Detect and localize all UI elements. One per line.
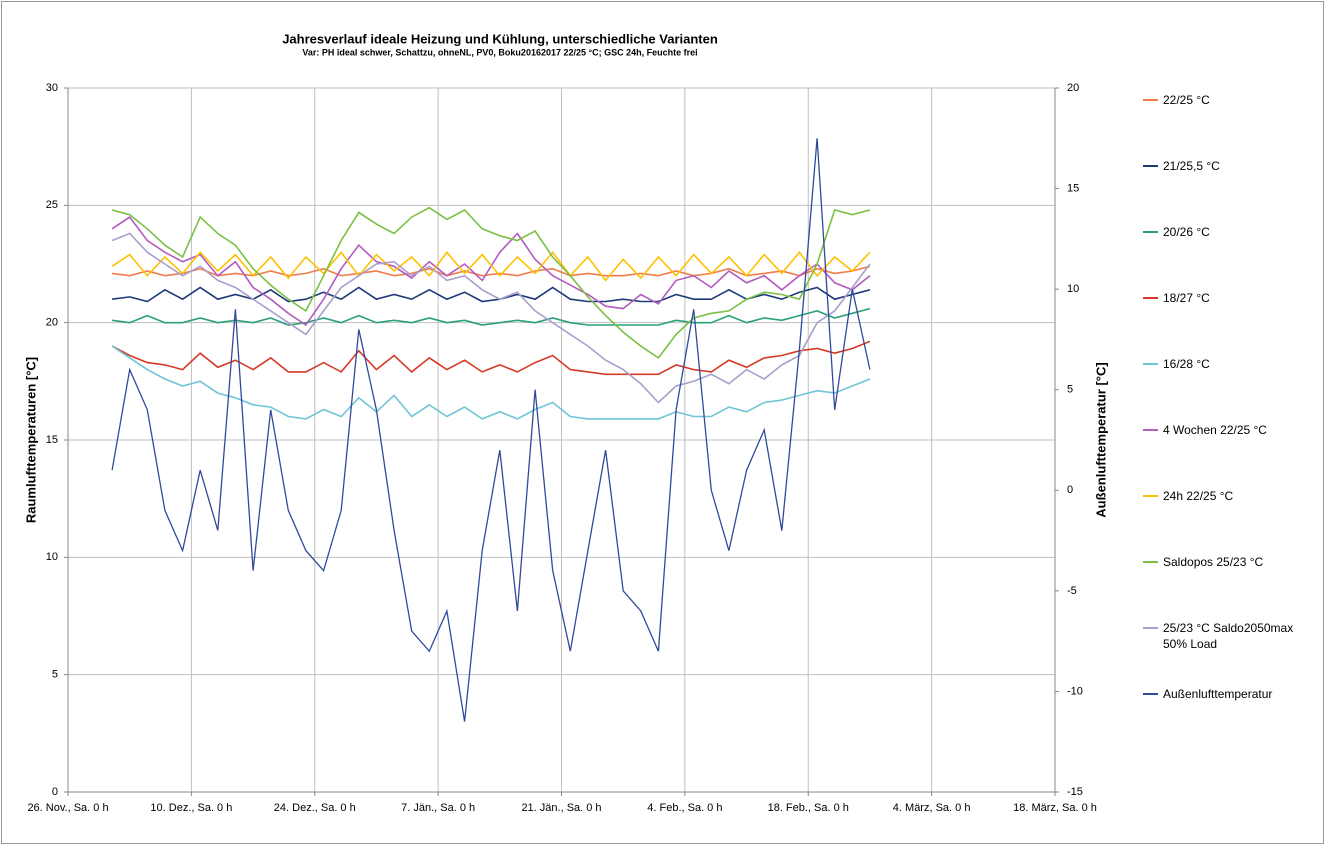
legend-label: 16/28 °C: [1163, 357, 1210, 371]
y2-tick-label: 20: [1067, 82, 1079, 94]
x-tick-label: 24. Dez., Sa. 0 h: [274, 802, 356, 814]
legend-swatch: [1143, 165, 1158, 167]
legend-label: 20/26 °C: [1163, 225, 1210, 239]
y-axis-label: Raumlufttemperaturen [°C]: [23, 357, 38, 523]
y2-tick-label: 15: [1067, 182, 1079, 194]
legend-entry: 16/28 °C: [1143, 356, 1313, 372]
x-tick-label: 26. Nov., Sa. 0 h: [27, 802, 108, 814]
y2-tick-label: 0: [1067, 484, 1073, 496]
x-tick-label: 18. Feb., Sa. 0 h: [768, 802, 849, 814]
legend-entry: Außenlufttemperatur: [1143, 686, 1313, 702]
y2-tick-label: 10: [1067, 283, 1079, 295]
legend-label: 25/23 °C Saldo2050max 50% Load: [1163, 621, 1294, 651]
legend-swatch: [1143, 627, 1158, 629]
y-tick-label: 15: [46, 434, 58, 446]
series-line: [111, 251, 871, 282]
y2-axis-label: Außenlufttemperatur [°C]: [1093, 362, 1108, 517]
series-line: [111, 232, 871, 404]
y-tick-label: 10: [46, 551, 58, 563]
series-line: [111, 307, 871, 326]
x-tick-label: 18. März, Sa. 0 h: [1013, 802, 1097, 814]
legend-entry: Saldopos 25/23 °C: [1143, 554, 1313, 570]
y2-tick-label: -5: [1067, 585, 1077, 597]
x-tick-label: 7. Jän., Sa. 0 h: [401, 802, 475, 814]
y-tick-label: 25: [46, 199, 58, 211]
legend-label: 18/27 °C: [1163, 291, 1210, 305]
legend-entry: 24h 22/25 °C: [1143, 488, 1313, 504]
chart-subtitle: Var: PH ideal schwer, Schattzu, ohneNL, …: [302, 47, 697, 57]
legend-swatch: [1143, 693, 1158, 695]
y-tick-label: 0: [52, 786, 58, 798]
y2-tick-label: -15: [1067, 786, 1083, 798]
x-tick-label: 4. Feb., Sa. 0 h: [647, 802, 722, 814]
legend-label: 21/25,5 °C: [1163, 159, 1220, 173]
series-line: [111, 345, 871, 420]
legend-swatch: [1143, 231, 1158, 233]
y-tick-label: 30: [46, 82, 58, 94]
y2-tick-label: -10: [1067, 685, 1083, 697]
chart-title: Jahresverlauf ideale Heizung und Kühlung…: [282, 31, 718, 46]
series-line: [111, 286, 871, 303]
series-line: [111, 138, 871, 722]
legend-entry: 20/26 °C: [1143, 224, 1313, 240]
legend-label: Saldopos 25/23 °C: [1163, 555, 1264, 569]
series-line: [111, 340, 871, 376]
series-line: [111, 265, 871, 277]
legend-swatch: [1143, 495, 1158, 497]
series-line: [111, 216, 871, 327]
legend-swatch: [1143, 429, 1158, 431]
y-tick-label: 20: [46, 317, 58, 329]
x-tick-label: 10. Dez., Sa. 0 h: [150, 802, 232, 814]
legend-label: 4 Wochen 22/25 °C: [1163, 423, 1267, 437]
legend-swatch: [1143, 297, 1158, 299]
legend-entry: 22/25 °C: [1143, 92, 1313, 108]
legend-entry: 25/23 °C Saldo2050max 50% Load: [1143, 620, 1313, 652]
legend-entry: 21/25,5 °C: [1143, 158, 1313, 174]
y2-tick-label: 5: [1067, 384, 1073, 396]
legend-swatch: [1143, 561, 1158, 563]
series-line: [111, 206, 871, 359]
x-tick-label: 4. März, Sa. 0 h: [893, 802, 971, 814]
legend-swatch: [1143, 363, 1158, 365]
legend-label: 24h 22/25 °C: [1163, 489, 1234, 503]
legend-label: Außenlufttemperatur: [1163, 687, 1273, 701]
legend-swatch: [1143, 99, 1158, 101]
legend-entry: 18/27 °C: [1143, 290, 1313, 306]
legend-label: 22/25 °C: [1163, 93, 1210, 107]
legend-entry: 4 Wochen 22/25 °C: [1143, 422, 1313, 438]
x-tick-label: 21. Jän., Sa. 0 h: [521, 802, 601, 814]
y-tick-label: 5: [52, 669, 58, 681]
